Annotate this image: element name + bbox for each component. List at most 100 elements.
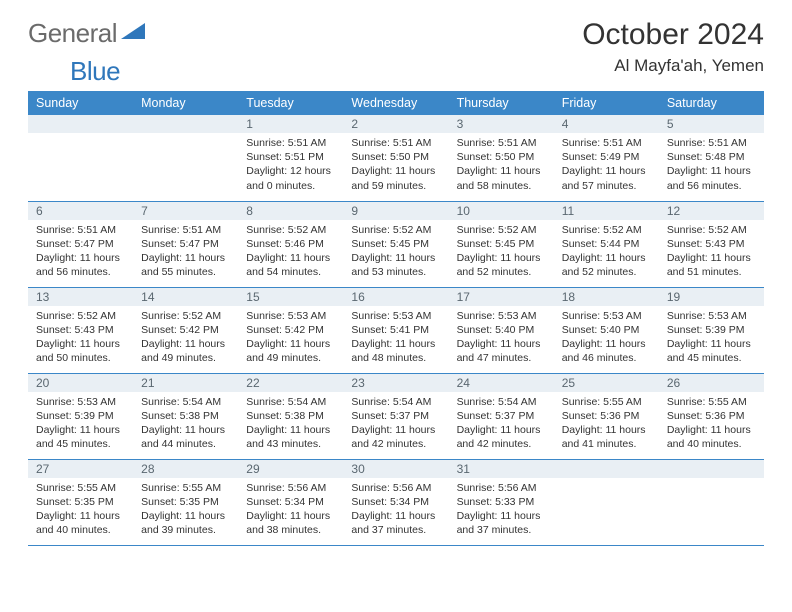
day-details: Sunrise: 5:53 AMSunset: 5:40 PMDaylight:… (554, 306, 659, 370)
day-number: 30 (343, 460, 448, 478)
day-number: 4 (554, 115, 659, 133)
day-number: 31 (449, 460, 554, 478)
title-block: October 2024 Al Mayfa'ah, Yemen (582, 18, 764, 76)
day-number: 11 (554, 202, 659, 220)
day-details: Sunrise: 5:52 AMSunset: 5:44 PMDaylight:… (554, 220, 659, 284)
calendar-cell: 3Sunrise: 5:51 AMSunset: 5:50 PMDaylight… (449, 115, 554, 201)
calendar-cell (659, 459, 764, 545)
calendar-cell: 16Sunrise: 5:53 AMSunset: 5:41 PMDayligh… (343, 287, 448, 373)
calendar-cell: 5Sunrise: 5:51 AMSunset: 5:48 PMDaylight… (659, 115, 764, 201)
day-number: 8 (238, 202, 343, 220)
day-number: 10 (449, 202, 554, 220)
day-number: 17 (449, 288, 554, 306)
calendar-cell (133, 115, 238, 201)
day-details: Sunrise: 5:55 AMSunset: 5:36 PMDaylight:… (659, 392, 764, 456)
calendar-cell: 25Sunrise: 5:55 AMSunset: 5:36 PMDayligh… (554, 373, 659, 459)
calendar-cell: 14Sunrise: 5:52 AMSunset: 5:42 PMDayligh… (133, 287, 238, 373)
calendar-cell: 24Sunrise: 5:54 AMSunset: 5:37 PMDayligh… (449, 373, 554, 459)
day-details: Sunrise: 5:55 AMSunset: 5:35 PMDaylight:… (28, 478, 133, 542)
calendar-cell: 13Sunrise: 5:52 AMSunset: 5:43 PMDayligh… (28, 287, 133, 373)
day-number: 14 (133, 288, 238, 306)
day-details: Sunrise: 5:53 AMSunset: 5:41 PMDaylight:… (343, 306, 448, 370)
weekday-header: Monday (133, 91, 238, 115)
day-number: 6 (28, 202, 133, 220)
calendar-cell: 15Sunrise: 5:53 AMSunset: 5:42 PMDayligh… (238, 287, 343, 373)
month-title: October 2024 (582, 18, 764, 52)
calendar-cell: 20Sunrise: 5:53 AMSunset: 5:39 PMDayligh… (28, 373, 133, 459)
day-number: 9 (343, 202, 448, 220)
day-number: 15 (238, 288, 343, 306)
calendar-cell: 30Sunrise: 5:56 AMSunset: 5:34 PMDayligh… (343, 459, 448, 545)
calendar-week-row: 27Sunrise: 5:55 AMSunset: 5:35 PMDayligh… (28, 459, 764, 545)
day-number: 22 (238, 374, 343, 392)
calendar-cell: 19Sunrise: 5:53 AMSunset: 5:39 PMDayligh… (659, 287, 764, 373)
day-number: 1 (238, 115, 343, 133)
day-number: 3 (449, 115, 554, 133)
day-details: Sunrise: 5:55 AMSunset: 5:35 PMDaylight:… (133, 478, 238, 542)
day-details: Sunrise: 5:52 AMSunset: 5:45 PMDaylight:… (449, 220, 554, 284)
weekday-header: Thursday (449, 91, 554, 115)
day-details: Sunrise: 5:51 AMSunset: 5:51 PMDaylight:… (238, 133, 343, 197)
calendar-cell: 17Sunrise: 5:53 AMSunset: 5:40 PMDayligh… (449, 287, 554, 373)
day-details: Sunrise: 5:52 AMSunset: 5:43 PMDaylight:… (659, 220, 764, 284)
day-number: 5 (659, 115, 764, 133)
weekday-header: Wednesday (343, 91, 448, 115)
header: General October 2024 Al Mayfa'ah, Yemen (28, 18, 764, 76)
day-details: Sunrise: 5:56 AMSunset: 5:34 PMDaylight:… (238, 478, 343, 542)
day-number: 27 (28, 460, 133, 478)
calendar-week-row: 6Sunrise: 5:51 AMSunset: 5:47 PMDaylight… (28, 201, 764, 287)
logo-text-gray: General (28, 18, 117, 49)
day-number: 2 (343, 115, 448, 133)
calendar-cell: 12Sunrise: 5:52 AMSunset: 5:43 PMDayligh… (659, 201, 764, 287)
day-number: 13 (28, 288, 133, 306)
day-details: Sunrise: 5:52 AMSunset: 5:46 PMDaylight:… (238, 220, 343, 284)
day-number: 19 (659, 288, 764, 306)
calendar-table: Sunday Monday Tuesday Wednesday Thursday… (28, 91, 764, 546)
calendar-week-row: 13Sunrise: 5:52 AMSunset: 5:43 PMDayligh… (28, 287, 764, 373)
calendar-cell: 28Sunrise: 5:55 AMSunset: 5:35 PMDayligh… (133, 459, 238, 545)
day-number: 26 (659, 374, 764, 392)
calendar-cell: 7Sunrise: 5:51 AMSunset: 5:47 PMDaylight… (133, 201, 238, 287)
calendar-cell: 6Sunrise: 5:51 AMSunset: 5:47 PMDaylight… (28, 201, 133, 287)
calendar-cell: 23Sunrise: 5:54 AMSunset: 5:37 PMDayligh… (343, 373, 448, 459)
weekday-header-row: Sunday Monday Tuesday Wednesday Thursday… (28, 91, 764, 115)
calendar-cell (554, 459, 659, 545)
day-number: 25 (554, 374, 659, 392)
calendar-week-row: 1Sunrise: 5:51 AMSunset: 5:51 PMDaylight… (28, 115, 764, 201)
day-details: Sunrise: 5:53 AMSunset: 5:40 PMDaylight:… (449, 306, 554, 370)
empty-day (28, 115, 133, 133)
day-number: 29 (238, 460, 343, 478)
calendar-cell: 22Sunrise: 5:54 AMSunset: 5:38 PMDayligh… (238, 373, 343, 459)
day-details: Sunrise: 5:53 AMSunset: 5:39 PMDaylight:… (28, 392, 133, 456)
calendar-cell: 1Sunrise: 5:51 AMSunset: 5:51 PMDaylight… (238, 115, 343, 201)
day-details: Sunrise: 5:52 AMSunset: 5:42 PMDaylight:… (133, 306, 238, 370)
calendar-cell: 8Sunrise: 5:52 AMSunset: 5:46 PMDaylight… (238, 201, 343, 287)
weekday-header: Sunday (28, 91, 133, 115)
day-number: 7 (133, 202, 238, 220)
calendar-cell: 2Sunrise: 5:51 AMSunset: 5:50 PMDaylight… (343, 115, 448, 201)
calendar-cell: 27Sunrise: 5:55 AMSunset: 5:35 PMDayligh… (28, 459, 133, 545)
location: Al Mayfa'ah, Yemen (582, 56, 764, 76)
day-details: Sunrise: 5:51 AMSunset: 5:47 PMDaylight:… (28, 220, 133, 284)
calendar-cell: 26Sunrise: 5:55 AMSunset: 5:36 PMDayligh… (659, 373, 764, 459)
empty-day (659, 460, 764, 478)
logo: General (28, 18, 147, 49)
day-details: Sunrise: 5:52 AMSunset: 5:45 PMDaylight:… (343, 220, 448, 284)
calendar-cell: 9Sunrise: 5:52 AMSunset: 5:45 PMDaylight… (343, 201, 448, 287)
day-details: Sunrise: 5:56 AMSunset: 5:34 PMDaylight:… (343, 478, 448, 542)
calendar-week-row: 20Sunrise: 5:53 AMSunset: 5:39 PMDayligh… (28, 373, 764, 459)
calendar-cell: 31Sunrise: 5:56 AMSunset: 5:33 PMDayligh… (449, 459, 554, 545)
logo-triangle-icon (121, 21, 145, 46)
day-number: 28 (133, 460, 238, 478)
day-number: 16 (343, 288, 448, 306)
day-details: Sunrise: 5:54 AMSunset: 5:38 PMDaylight:… (238, 392, 343, 456)
day-details: Sunrise: 5:54 AMSunset: 5:37 PMDaylight:… (343, 392, 448, 456)
weekday-header: Friday (554, 91, 659, 115)
calendar-cell: 29Sunrise: 5:56 AMSunset: 5:34 PMDayligh… (238, 459, 343, 545)
day-details: Sunrise: 5:55 AMSunset: 5:36 PMDaylight:… (554, 392, 659, 456)
day-number: 12 (659, 202, 764, 220)
day-details: Sunrise: 5:51 AMSunset: 5:50 PMDaylight:… (343, 133, 448, 197)
day-details: Sunrise: 5:53 AMSunset: 5:39 PMDaylight:… (659, 306, 764, 370)
day-details: Sunrise: 5:53 AMSunset: 5:42 PMDaylight:… (238, 306, 343, 370)
day-details: Sunrise: 5:54 AMSunset: 5:38 PMDaylight:… (133, 392, 238, 456)
